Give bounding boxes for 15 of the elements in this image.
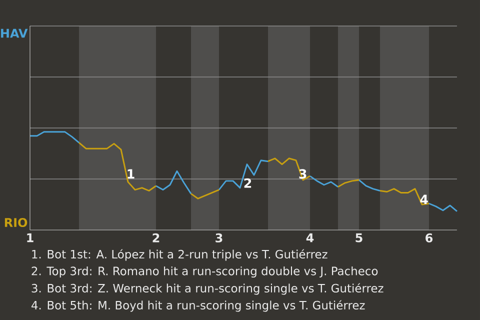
text: 3. Bot 3rd: Z. Werneck hit a run-scoring single vs T. Gutiérrez [32,283,384,295]
text: 4. Bot 5th: M. Boyd hit a run-scoring single vs T. Gutiérrez [32,300,365,312]
x-tick-label: 2 [152,233,160,242]
text: HAV [1,28,28,38]
x-tick-label: 3 [216,233,222,242]
annotation: 4 [420,194,428,204]
x-tick-label: 1 [27,233,34,242]
annotation: 2 [244,178,252,188]
x-tick-label: 5 [356,233,362,242]
text: 1. Bot 1st: A. López hit a 2-run triple vs T. Gutiérrez [32,249,328,261]
x-tick-label: 6 [426,233,433,242]
annotation: 1 [128,169,134,179]
text: RIO [4,218,28,228]
x-tick-label: 4 [306,233,314,242]
text: 2. Top 3rd: R. Romano hit a run-scoring double vs J. Pacheco [32,266,378,278]
